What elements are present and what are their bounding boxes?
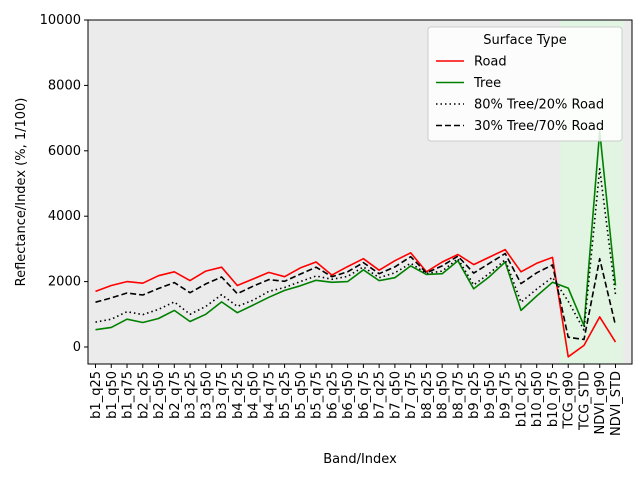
x-tick-label: b6_q50: [341, 371, 356, 419]
y-axis: 0 2000 4000 6000 8000 10000: [40, 13, 88, 355]
legend-items: Road Tree 80% Tree/20% Road 30% Tree/70% Ro…: [436, 55, 604, 134]
x-axis-label: Band/Index: [323, 452, 397, 467]
series-line-3: [95, 168, 617, 331]
x-tick-label: b7_q75: [404, 371, 419, 419]
x-tick-label: b10_q50: [530, 371, 545, 427]
legend-label-3: 80% Tree/20% Road: [474, 98, 604, 113]
x-tick-label: b5_q50: [294, 371, 309, 419]
series-line-4: [95, 252, 617, 341]
x-tick-label: b3_q25: [184, 371, 199, 419]
x-tick-label: b7_q25: [373, 371, 388, 419]
x-tick-label: b3_q75: [215, 371, 230, 419]
series-line-2: [95, 130, 617, 331]
x-tick-label: b5_q25: [278, 371, 293, 419]
x-tick-label: b1_q25: [89, 371, 104, 419]
y-tick-label: 10000: [40, 13, 81, 28]
x-tick-label: b2_q25: [136, 371, 151, 419]
x-tick-label: b10_q75: [546, 371, 561, 427]
x-tick-label: b8_q50: [436, 371, 451, 419]
x-tick-label: NDVI_STD: [609, 371, 624, 436]
legend-label-2: Tree: [473, 76, 501, 91]
y-tick-label: 6000: [48, 144, 81, 159]
x-tick-label: b9_q50: [483, 371, 498, 419]
x-tick-label: b9_q75: [499, 371, 514, 419]
x-tick-label: b7_q50: [388, 371, 403, 419]
x-tick-label: NDVI_q90: [593, 371, 608, 435]
legend-title: Surface Type: [483, 33, 567, 48]
plot-frame: [87, 19, 633, 365]
y-tick-label: 8000: [48, 78, 81, 93]
x-tick-label: b4_q50: [247, 371, 262, 419]
y-axis-label: Reflectance/Index (%, 1/100): [14, 98, 29, 287]
x-axis: b1_q25 b1_q50 b1_q75 b2_q25 b2_q50 b2_q75 b3_q…: [89, 364, 624, 436]
x-tick-label: b8_q75: [451, 371, 466, 419]
y-tick-label: 0: [73, 340, 81, 355]
x-tick-label: b9_q25: [467, 371, 482, 419]
x-tick-label: TCG_q90: [562, 371, 577, 430]
y-tick-label: 2000: [48, 275, 81, 290]
x-tick-label: b3_q50: [199, 371, 214, 419]
y-tick-label: 4000: [48, 209, 81, 224]
series-lines: [95, 130, 617, 358]
x-tick-label: b5_q75: [310, 371, 325, 419]
x-tick-label: b4_q75: [262, 371, 277, 419]
legend-label-1: Road: [474, 55, 507, 70]
series-line-1: [95, 248, 617, 358]
legend-box: [427, 26, 623, 142]
x-tick-label: b1_q50: [105, 371, 120, 419]
x-tick-label: b2_q50: [152, 371, 167, 419]
x-tick-label: b4_q25: [231, 371, 246, 419]
x-tick-label: b10_q25: [514, 371, 529, 427]
legend: Surface Type Road Tree 80% Tree/20% Road 30…: [427, 26, 623, 142]
x-tick-label: b6_q25: [325, 371, 340, 419]
x-tick-label: b2_q75: [168, 371, 183, 419]
x-tick-label: b8_q25: [420, 371, 435, 419]
legend-label-4: 30% Tree/70% Road: [474, 119, 604, 134]
x-tick-label: b6_q75: [357, 371, 372, 419]
x-tick-label: b1_q75: [121, 371, 136, 419]
x-tick-label: TCG_STD: [577, 371, 592, 431]
